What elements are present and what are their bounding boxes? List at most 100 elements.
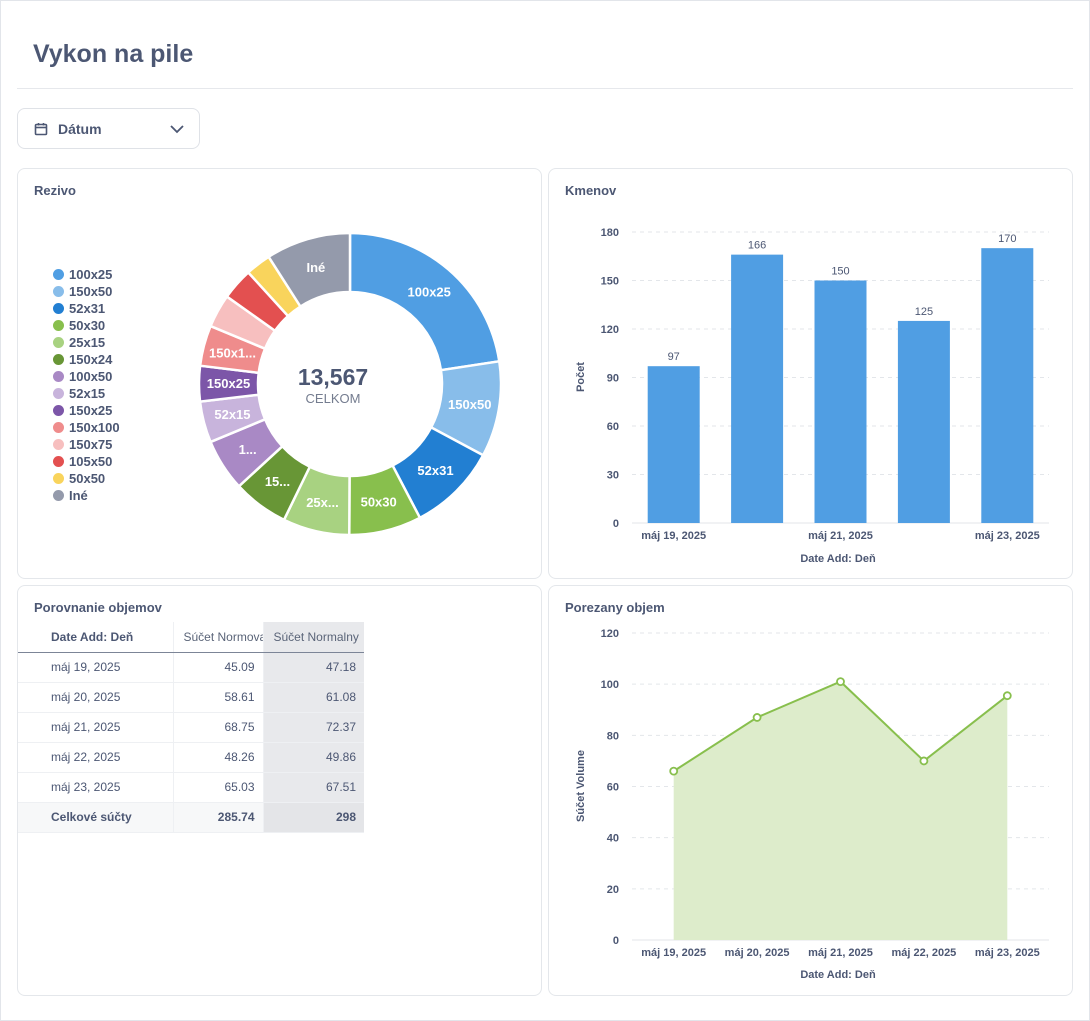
table-cell[interactable]: máj 23, 2025	[18, 772, 173, 803]
donut-slice[interactable]	[348, 231, 501, 372]
legend-dot	[53, 405, 64, 416]
table-cell[interactable]: 298	[262, 802, 364, 833]
porezany-xlabel: Date Add: Deň	[800, 969, 876, 981]
slice-label: 52x31	[417, 463, 453, 478]
kmenov-ylabel: Počet	[575, 362, 587, 392]
y-tick-label: 30	[607, 470, 619, 482]
table-cell[interactable]: 68.75	[172, 712, 263, 743]
porovnanie-title: Porovnanie objemov	[34, 600, 162, 615]
bar[interactable]	[647, 366, 700, 523]
legend-item[interactable]: 150x24	[53, 351, 120, 368]
legend-item[interactable]: Iné	[53, 487, 120, 504]
legend-label: 105x50	[69, 454, 113, 469]
porezany-title: Porezany objem	[565, 600, 665, 615]
legend-label: Iné	[69, 488, 88, 503]
column-header-date[interactable]: Date Add: Deň	[18, 622, 173, 653]
table-cell[interactable]: 48.26	[172, 742, 263, 773]
table-cell[interactable]: 45.09	[172, 652, 263, 683]
x-tick-label: máj 20, 2025	[725, 947, 790, 959]
rezivo-legend: 100x25 150x50 52x31 50x30 25x15 150x24 100x50 5…	[53, 266, 120, 504]
legend-label: 50x30	[69, 318, 106, 333]
y-tick-label: 150	[601, 276, 619, 288]
legend-item[interactable]: 100x25	[53, 266, 120, 283]
legend-label: 150x24	[69, 352, 113, 367]
bar-data-label: 97	[668, 351, 680, 363]
table-cell[interactable]: máj 20, 2025	[18, 682, 173, 713]
table-cell[interactable]: 72.37	[262, 712, 364, 743]
table-cell[interactable]: máj 22, 2025	[18, 742, 173, 773]
legend-item[interactable]: 52x31	[53, 300, 120, 317]
y-tick-label: 120	[601, 324, 619, 336]
porezany-card: Porezany objem 0 20 40 60 80 100 120 máj 19, 2…	[548, 585, 1073, 996]
porezany-ylabel: Súčet Volume	[575, 750, 587, 822]
kmenov-xlabel: Date Add: Deň	[800, 553, 876, 565]
x-tick-label: máj 23, 2025	[975, 947, 1040, 959]
legend-label: 25x15	[69, 335, 106, 350]
legend-dot	[53, 473, 64, 484]
legend-label: 150x50	[69, 284, 113, 299]
chevron-down-icon	[170, 124, 184, 133]
kmenov-card: Kmenov 0 30 60 90 120 150 180 97 166 150 125 170 m…	[548, 168, 1073, 579]
bar[interactable]	[981, 248, 1034, 523]
legend-item[interactable]: 105x50	[53, 453, 120, 470]
x-tick-label: máj 19, 2025	[641, 530, 706, 542]
table-cell[interactable]: 47.18	[262, 652, 364, 683]
legend-item[interactable]: 25x15	[53, 334, 120, 351]
table-cell[interactable]: Celkové súčty	[18, 802, 173, 833]
y-tick-label: 180	[601, 227, 619, 239]
legend-item[interactable]: 150x25	[53, 402, 120, 419]
y-tick-label: 100	[601, 679, 619, 691]
legend-item[interactable]: 52x15	[53, 385, 120, 402]
data-point[interactable]	[669, 766, 679, 776]
data-point[interactable]	[836, 677, 845, 687]
date-filter-label: Dátum	[58, 120, 102, 137]
legend-item[interactable]: 150x100	[53, 419, 120, 436]
legend-item[interactable]: 150x50	[53, 283, 120, 300]
legend-item[interactable]: 100x50	[53, 368, 120, 385]
donut-slice[interactable]	[266, 231, 352, 309]
legend-dot	[53, 388, 64, 399]
table-cell[interactable]: máj 19, 2025	[18, 652, 173, 683]
legend-label: 150x100	[69, 420, 120, 435]
y-tick-label: 0	[613, 935, 619, 947]
table-cell[interactable]: 49.86	[262, 742, 364, 773]
date-filter[interactable]: Dátum	[17, 108, 200, 149]
kmenov-bar-chart: 0 30 60 90 120 150 180 97 166 150 125 170 máj 19, …	[575, 227, 1049, 565]
column-header-normalny[interactable]: Súčet Normalny	[262, 622, 364, 653]
table-cell[interactable]: 61.08	[262, 682, 364, 713]
legend-dot	[53, 269, 64, 280]
table-cell[interactable]: 65.03	[172, 772, 263, 803]
x-tick-label: máj 19, 2025	[641, 947, 706, 959]
table-cell[interactable]: 67.51	[262, 772, 364, 803]
slice-label: 100x25	[408, 284, 451, 299]
legend-item[interactable]: 50x30	[53, 317, 120, 334]
donut-total-value: 13,567	[298, 364, 368, 390]
porovnanie-table: Date Add: Deň Súčet Normovaný Súčet Norm…	[18, 622, 364, 833]
legend-label: 50x50	[69, 471, 106, 486]
table-cell[interactable]: 285.74	[172, 802, 263, 833]
porovnanie-card: Porovnanie objemov Date Add: Deň Súčet N…	[17, 585, 542, 996]
table-header-row: Date Add: Deň Súčet Normovaný Súčet Norm…	[18, 622, 364, 653]
data-point[interactable]	[752, 713, 762, 722]
donut-total-label: CELKOM	[306, 391, 361, 406]
data-point[interactable]	[1002, 691, 1012, 701]
page-title: Vykon na pile	[33, 40, 194, 68]
legend-dot	[53, 456, 64, 467]
x-tick-label: máj 21, 2025	[808, 530, 873, 542]
y-tick-label: 60	[607, 782, 619, 794]
table-cell[interactable]: 58.61	[172, 682, 263, 713]
table-cell[interactable]: máj 21, 2025	[18, 712, 173, 743]
data-point[interactable]	[919, 756, 929, 766]
bar[interactable]	[897, 320, 950, 523]
y-tick-label: 40	[607, 833, 619, 845]
bar[interactable]	[814, 280, 867, 524]
legend-item[interactable]: 150x75	[53, 436, 120, 453]
legend-dot	[53, 439, 64, 450]
slice-label: 15...	[265, 474, 290, 489]
bar[interactable]	[731, 254, 784, 523]
legend-item[interactable]: 50x50	[53, 470, 120, 487]
bar-data-label: 170	[998, 233, 1016, 245]
column-header-normovany[interactable]: Súčet Normovaný	[172, 622, 263, 653]
x-tick-label: máj 23, 2025	[975, 530, 1040, 542]
slice-label: 52x15	[214, 407, 250, 422]
